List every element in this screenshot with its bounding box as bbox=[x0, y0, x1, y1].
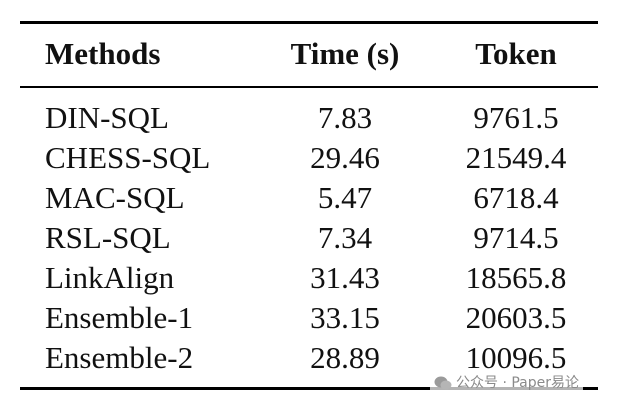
table-cell: 7.34 bbox=[317, 220, 373, 255]
table-cell: DIN-SQL bbox=[45, 100, 169, 135]
table-cell: 20603.5 bbox=[465, 300, 567, 335]
header-cell: Time (s) bbox=[290, 36, 400, 71]
table-cell: RSL-SQL bbox=[45, 220, 171, 255]
table-cell: LinkAlign bbox=[45, 260, 175, 295]
table-cell: 28.89 bbox=[310, 340, 380, 375]
table-cell: 9714.5 bbox=[473, 220, 559, 255]
watermark: 公众号 · Paper易论 bbox=[430, 372, 583, 392]
mid-rule bbox=[20, 86, 598, 88]
header-cell: Methods bbox=[45, 36, 161, 71]
table-cell: 6718.4 bbox=[473, 180, 559, 215]
top-rule bbox=[20, 21, 598, 24]
watermark-text: 公众号 · Paper易论 bbox=[456, 375, 579, 391]
watermark-icon bbox=[434, 376, 452, 390]
table-cell: 7.83 bbox=[317, 100, 373, 135]
table-cell: 21549.4 bbox=[465, 140, 567, 175]
table-cell: CHESS-SQL bbox=[45, 140, 211, 175]
table-cell: 10096.5 bbox=[465, 340, 567, 375]
bottom-rule bbox=[20, 387, 598, 390]
table-cell: 31.43 bbox=[310, 260, 380, 295]
table-cell: MAC-SQL bbox=[45, 180, 185, 215]
table-cell: Ensemble-2 bbox=[45, 340, 194, 375]
table-cell: 5.47 bbox=[317, 180, 373, 215]
table-cell: 33.15 bbox=[310, 300, 380, 335]
table-cell: 18565.8 bbox=[465, 260, 567, 295]
table-cell: Ensemble-1 bbox=[45, 300, 194, 335]
table-cell: 29.46 bbox=[310, 140, 380, 175]
table-cell: 9761.5 bbox=[473, 100, 559, 135]
header-cell: Token bbox=[475, 36, 557, 71]
